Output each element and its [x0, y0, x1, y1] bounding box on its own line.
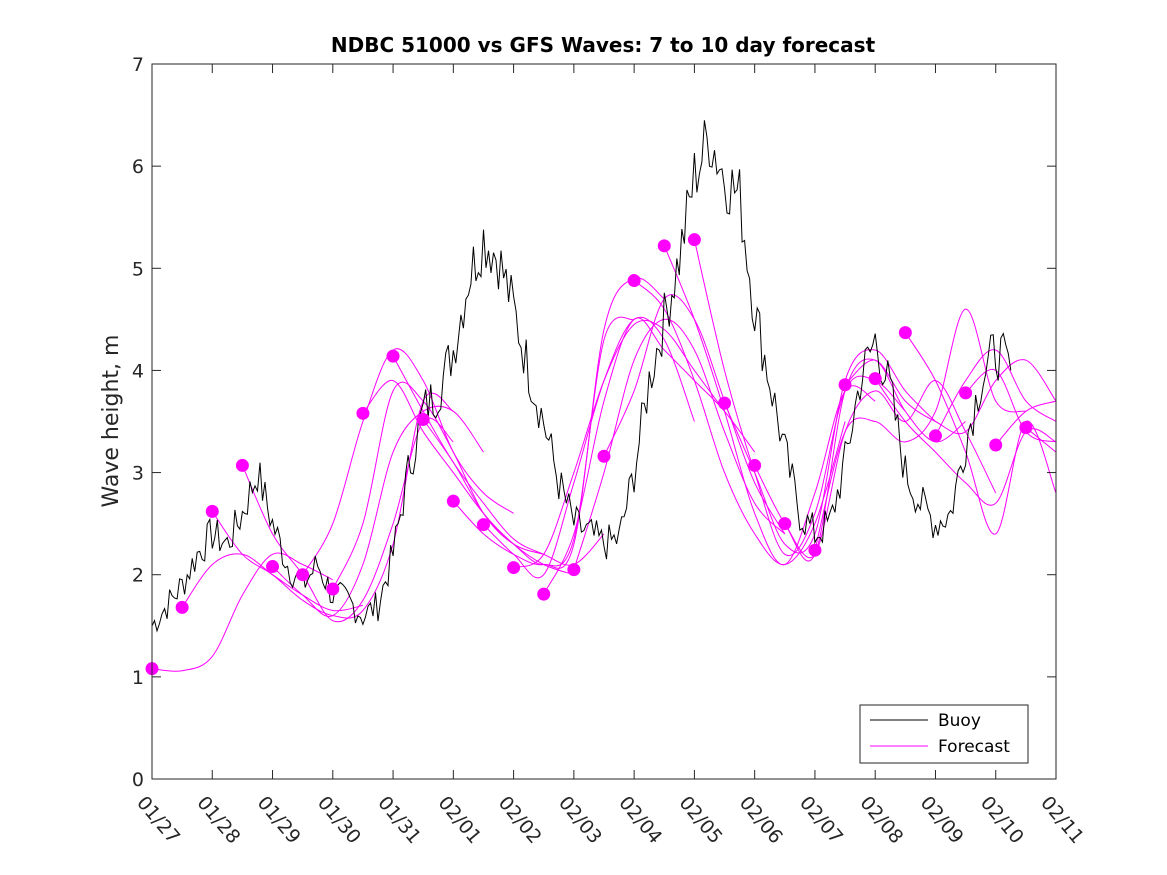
- forecast-start-marker: [718, 396, 732, 410]
- legend-box: [859, 704, 1029, 764]
- forecast-start-marker: [1019, 421, 1033, 435]
- x-tick-label: 02/09: [916, 792, 968, 848]
- forecast-line: [904, 332, 1057, 535]
- forecast-start-marker: [266, 560, 280, 574]
- forecast-start-marker: [868, 372, 882, 386]
- forecast-start-marker: [537, 587, 551, 601]
- forecast-start-marker: [386, 349, 400, 363]
- forecast-line: [452, 277, 665, 569]
- forecast-line: [995, 400, 1057, 446]
- forecast-line: [935, 349, 1057, 437]
- y-axis-label: Wave height, m: [99, 335, 124, 508]
- x-tick-label: 02/08: [855, 792, 907, 848]
- forecast-start-marker: [446, 494, 460, 508]
- forecast-start-marker: [205, 504, 219, 518]
- x-tick-label: 01/31: [373, 792, 425, 848]
- forecast-line: [543, 317, 756, 595]
- x-tick-label: 01/29: [253, 792, 305, 848]
- forecast-start-marker: [416, 412, 430, 426]
- y-tick-label: 7: [132, 54, 144, 76]
- forecast-start-marker: [356, 406, 370, 420]
- forecast-line: [151, 552, 334, 672]
- y-tick-label: 6: [132, 156, 144, 178]
- forecast-start-marker: [778, 517, 792, 531]
- buoy-series-group: [151, 120, 1012, 633]
- forecast-line: [633, 280, 846, 566]
- forecast-start-marker: [507, 561, 521, 575]
- legend: Buoy Forecast: [859, 704, 1029, 764]
- plot-box: [151, 63, 1057, 780]
- forecast-start-marker: [808, 543, 822, 557]
- legend-forecast-label: Forecast: [938, 737, 1010, 757]
- forecast-line: [693, 239, 906, 557]
- forecast-line: [844, 359, 1057, 435]
- forecast-start-marker: [597, 449, 611, 463]
- forecast-start-marker: [326, 582, 340, 596]
- forecast-start-marker: [928, 429, 942, 443]
- x-tick-label: 02/07: [795, 792, 847, 848]
- forecast-start-marker: [657, 239, 671, 253]
- forecast-line: [241, 417, 454, 623]
- forecast-start-marker: [898, 326, 912, 340]
- forecast-line: [332, 381, 544, 590]
- x-tick-label: 02/10: [976, 792, 1028, 848]
- forecast-line: [362, 380, 575, 576]
- x-tick-label: 02/01: [434, 792, 486, 848]
- legend-buoy-label: Buoy: [938, 711, 981, 731]
- forecast-line: [513, 319, 725, 569]
- forecast-start-marker: [235, 458, 249, 472]
- x-tick-label: 02/03: [554, 792, 606, 848]
- forecast-series-group: [151, 239, 1057, 672]
- x-tick-label: 02/02: [494, 792, 546, 848]
- forecast-start-marker: [627, 274, 641, 288]
- forecast-start-marker: [175, 600, 189, 614]
- x-tick-label: 01/30: [313, 792, 365, 848]
- forecast-start-marker: [838, 378, 852, 392]
- y-tick-label: 0: [132, 769, 144, 791]
- x-tick-label: 01/27: [132, 792, 184, 848]
- forecast-line: [663, 245, 876, 566]
- forecast-start-marker: [296, 568, 310, 582]
- y-tick-label: 2: [132, 565, 144, 587]
- x-tick-label: 02/06: [735, 792, 787, 848]
- forecast-start-marker: [567, 563, 581, 577]
- y-tick-label: 3: [132, 463, 144, 485]
- y-axis-ticks: 0 1 2 3 4 5 6 7: [132, 54, 1056, 791]
- y-tick-label: 1: [132, 667, 144, 689]
- forecast-start-marker: [989, 438, 1003, 452]
- plot-area: [152, 64, 1056, 779]
- x-tick-label: 02/04: [614, 792, 666, 848]
- forecast-line: [573, 318, 786, 570]
- x-tick-label: 01/28: [192, 792, 244, 848]
- forecast-start-marker: [748, 458, 762, 472]
- chart-title: NDBC 51000 vs GFS Waves: 7 to 10 day for…: [331, 33, 876, 57]
- forecast-start-marker: [959, 386, 973, 400]
- forecast-line: [724, 349, 936, 554]
- x-tick-label: 02/11: [1036, 792, 1088, 848]
- buoy-line: [151, 120, 1012, 633]
- forecast-line: [302, 348, 514, 575]
- y-tick-label: 4: [132, 360, 144, 382]
- forecast-line: [272, 405, 484, 618]
- forecast-start-marker: [476, 518, 490, 532]
- y-tick-label: 5: [132, 258, 144, 280]
- forecast-markers-group: [145, 233, 1033, 676]
- forecast-line: [211, 392, 454, 619]
- forecast-start-marker: [687, 233, 701, 247]
- forecast-line: [483, 316, 695, 579]
- x-tick-label: 02/05: [675, 792, 727, 848]
- forecast-line: [814, 308, 1027, 551]
